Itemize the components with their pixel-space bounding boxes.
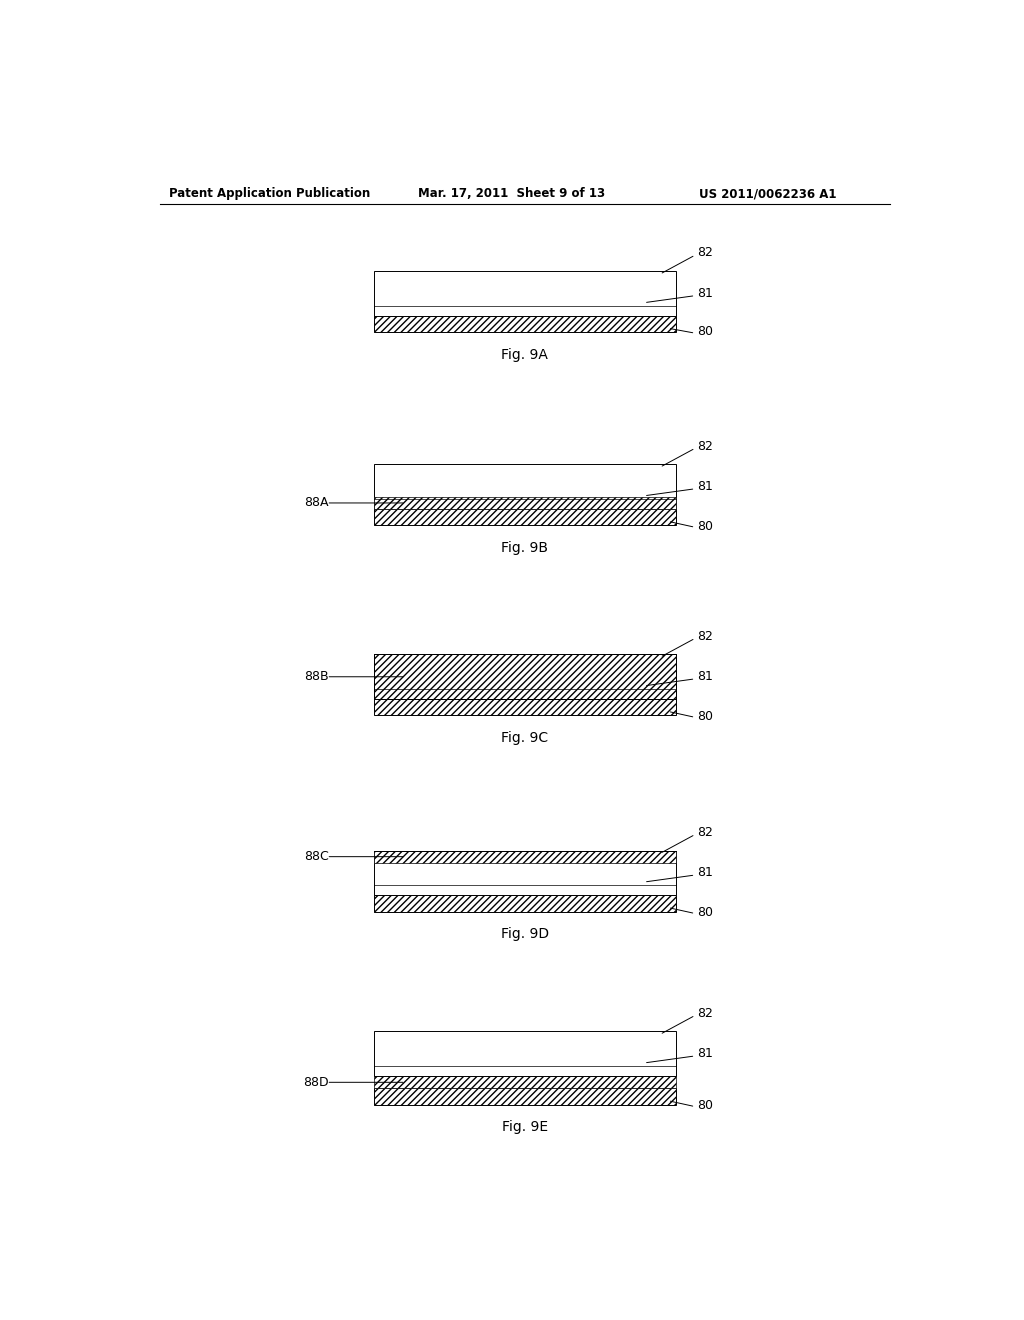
Text: 80: 80 [697,906,713,919]
Text: US 2011/0062236 A1: US 2011/0062236 A1 [699,187,837,201]
Bar [374,1089,676,1105]
Text: 82: 82 [697,1007,713,1019]
Text: 82: 82 [697,630,713,643]
Text: 80: 80 [697,710,713,723]
Bar [374,700,676,715]
Bar [374,1076,676,1089]
Text: Fig. 9A: Fig. 9A [502,347,548,362]
Text: 81: 81 [697,480,713,494]
Bar [374,655,676,700]
Text: 81: 81 [697,286,713,300]
Text: Fig. 9E: Fig. 9E [502,1121,548,1134]
Bar [374,315,676,333]
Text: 88B: 88B [304,671,329,684]
Text: 80: 80 [697,1100,713,1113]
Text: 80: 80 [697,325,713,338]
Text: 80: 80 [697,520,713,533]
Text: Fig. 9C: Fig. 9C [501,731,549,744]
Text: Fig. 9D: Fig. 9D [501,927,549,941]
Bar [374,850,676,863]
Text: 81: 81 [697,866,713,879]
Bar [374,510,676,525]
Bar [374,850,676,895]
Text: 88C: 88C [304,850,329,863]
Text: Fig. 9B: Fig. 9B [502,541,548,554]
Text: 82: 82 [697,826,713,838]
Text: 81: 81 [697,671,713,684]
Text: Mar. 17, 2011  Sheet 9 of 13: Mar. 17, 2011 Sheet 9 of 13 [418,187,605,201]
Bar [374,271,676,315]
Text: 82: 82 [697,247,713,260]
Bar [374,496,676,510]
Text: 82: 82 [697,440,713,453]
Bar [374,655,676,700]
Bar [374,895,676,912]
Text: 88A: 88A [304,496,329,510]
Bar [374,465,676,510]
Text: Patent Application Publication: Patent Application Publication [169,187,371,201]
Text: 88D: 88D [303,1076,329,1089]
Text: 81: 81 [697,1047,713,1060]
Bar [374,1031,676,1076]
